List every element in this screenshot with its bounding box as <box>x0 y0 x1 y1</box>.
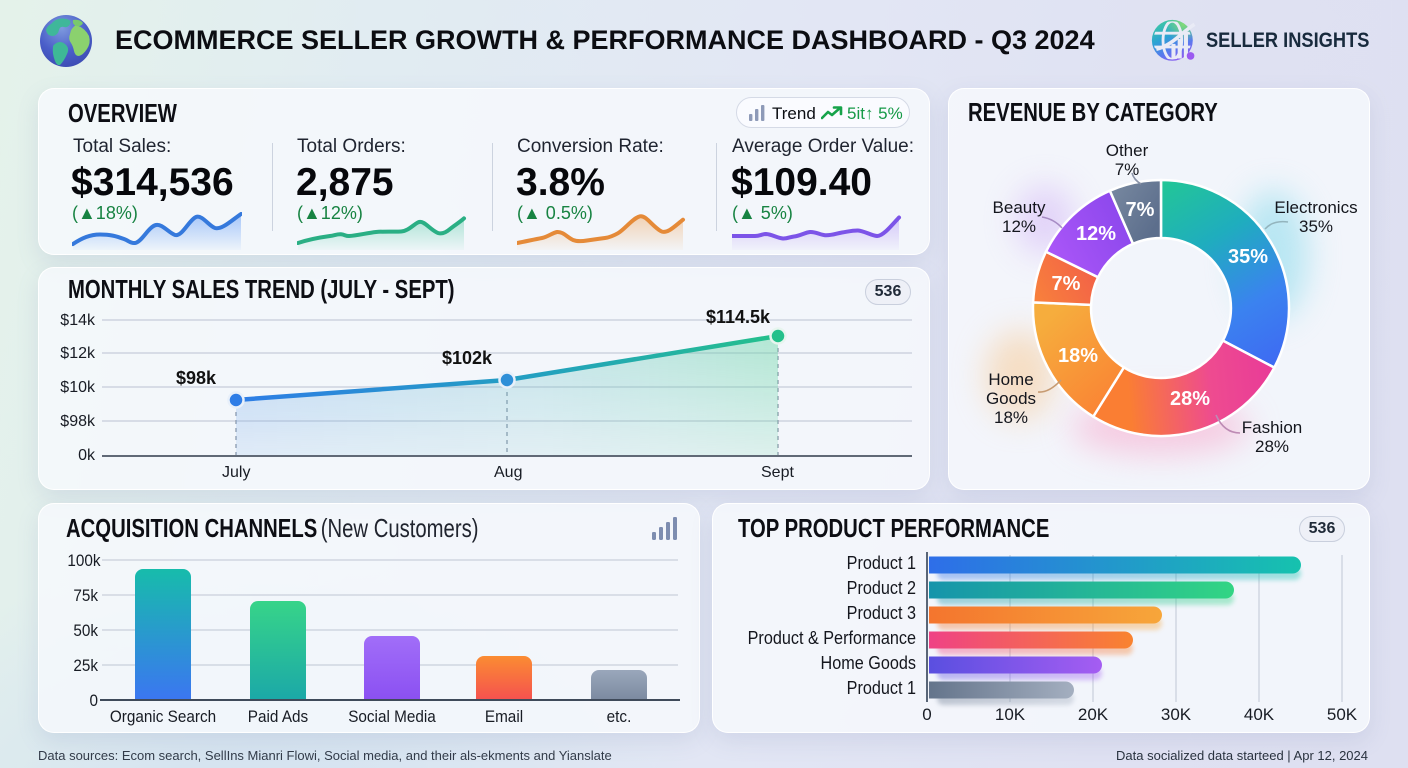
svg-text:28%: 28% <box>1170 388 1210 410</box>
svg-text:7%: 7% <box>1126 199 1155 221</box>
svg-text:18%: 18% <box>1058 345 1098 367</box>
svg-text:35%: 35% <box>1228 246 1268 268</box>
svg-text:7%: 7% <box>1052 273 1081 295</box>
svg-text:12%: 12% <box>1076 223 1116 245</box>
